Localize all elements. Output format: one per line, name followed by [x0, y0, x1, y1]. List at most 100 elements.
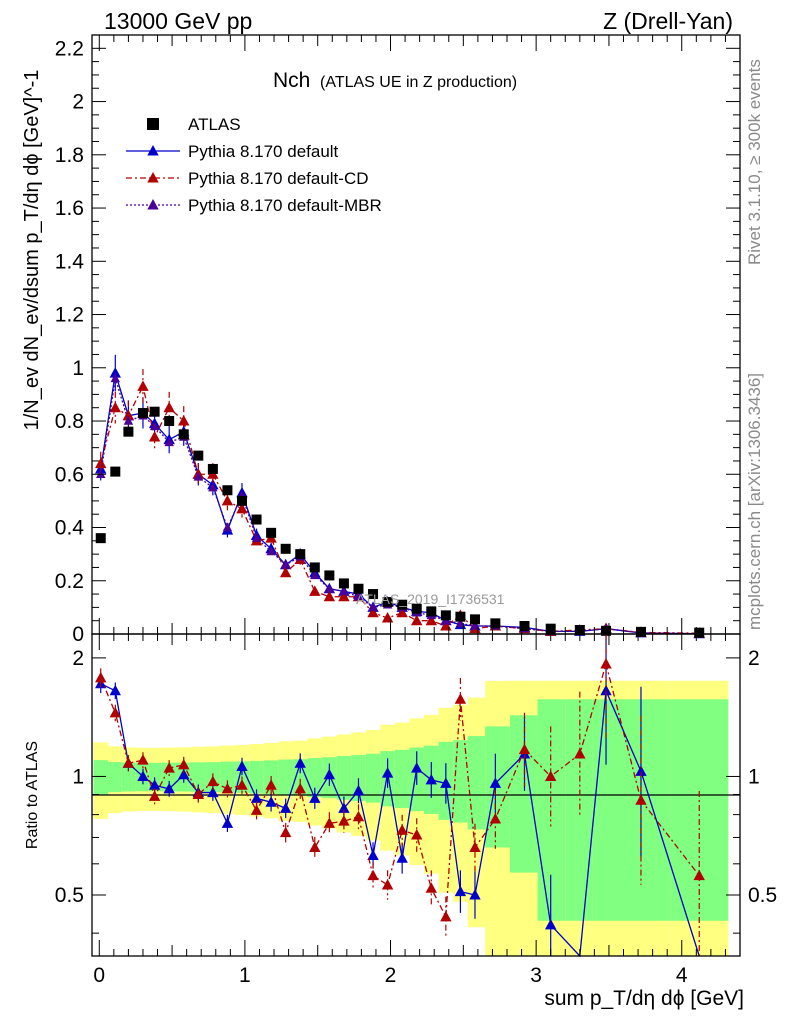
mc-marker — [368, 602, 378, 612]
y-tick-label: 0.8 — [55, 410, 84, 433]
ratio-band-inner — [565, 699, 593, 921]
ratio-marker — [367, 869, 379, 881]
mc-marker — [411, 614, 423, 626]
atlas-data-point — [397, 599, 408, 610]
ratio-marker — [148, 779, 161, 790]
mc-marker — [236, 502, 248, 514]
ratio-marker — [137, 770, 149, 781]
mc-marker — [149, 421, 160, 431]
ratio-curve — [100, 661, 700, 920]
ratio-marker — [163, 762, 175, 773]
ratio-y-tick-label-right: 1 — [748, 765, 760, 788]
ratio-marker — [207, 775, 219, 787]
atlas-data-point — [149, 406, 160, 417]
atlas-data-point — [519, 621, 530, 632]
ratio-marker — [425, 882, 437, 893]
mc-curve — [100, 372, 700, 635]
x-tick-label: 3 — [530, 964, 542, 987]
ratio-marker — [279, 826, 292, 838]
ratio-marker — [236, 779, 248, 790]
ratio-marker — [411, 762, 423, 773]
mc-marker — [122, 409, 135, 421]
plot-title: Nch — [273, 69, 310, 92]
rivet-version-label: Rivet 3.1.10, ≥ 300k events — [745, 59, 764, 265]
y-tick-label: 0.4 — [55, 517, 85, 540]
mc-marker — [123, 416, 134, 425]
ratio-marker — [518, 743, 531, 755]
mc-marker — [338, 590, 350, 602]
ratio-marker — [309, 841, 321, 853]
atlas-data-point — [338, 578, 349, 589]
atlas-data-point — [236, 495, 247, 506]
ratio-marker — [148, 790, 161, 801]
ratio-y-tick-label: 0.5 — [55, 884, 84, 907]
ratio-marker — [396, 824, 408, 835]
atlas-data-point — [694, 627, 705, 638]
y-tick-label: 0.6 — [55, 463, 84, 486]
ratio-marker — [489, 812, 502, 824]
mc-marker — [425, 614, 437, 626]
ratio-marker — [192, 788, 205, 799]
mc-marker — [148, 430, 161, 442]
legend-marker-atlas — [147, 118, 159, 130]
atlas-data-point — [280, 543, 291, 554]
ratio-marker — [635, 765, 647, 776]
mc-marker — [221, 494, 234, 506]
mc-marker — [339, 586, 349, 596]
mc-marker — [266, 546, 276, 556]
mc-curve — [100, 378, 700, 635]
mc-marker — [95, 457, 107, 469]
x-axis-label: sum p_T/dη dϕ [GeV] — [544, 987, 744, 1010]
atlas-data-point — [95, 533, 106, 544]
atlas-data-point — [309, 562, 320, 573]
ratio-marker — [265, 796, 277, 807]
atlas-data-point — [353, 583, 364, 594]
ratio-band-inner — [537, 699, 566, 921]
mc-marker — [310, 570, 320, 580]
mc-marker — [396, 606, 408, 618]
ratio-marker — [109, 684, 121, 696]
ratio-band-inner — [278, 759, 293, 796]
legend-marker — [147, 145, 159, 156]
x-tick-label: 4 — [676, 964, 688, 987]
y-tick-label: 1.8 — [55, 144, 84, 167]
ratio-band-inner — [336, 756, 352, 800]
atlas-data-point — [440, 610, 451, 621]
mc-marker — [110, 373, 121, 383]
ratio-marker — [95, 671, 107, 683]
mc-marker — [455, 618, 466, 628]
legend-marker — [147, 199, 159, 210]
mc-marker — [279, 566, 292, 578]
mc-marker — [109, 401, 121, 413]
atlas-data-point — [207, 463, 218, 474]
ratio-marker — [178, 768, 190, 780]
ratio-marker — [137, 754, 149, 765]
atlas-data-point — [222, 485, 233, 496]
ratio-band-inner — [592, 699, 624, 921]
mc-marker — [280, 559, 291, 569]
ratio-marker — [635, 794, 647, 805]
ratio-marker — [109, 706, 121, 718]
atlas-data-point — [123, 426, 134, 437]
atlas-data-point — [411, 603, 422, 614]
ratio-band-inner — [467, 736, 486, 830]
ratio-y-tick-label: 2 — [72, 647, 84, 670]
atlas-data-point — [193, 450, 204, 461]
atlas-data-point — [266, 527, 277, 538]
atlas-data-point — [251, 514, 262, 525]
ratio-marker — [207, 786, 219, 798]
ratio-band-layer — [93, 680, 729, 956]
ratio-marker — [381, 767, 394, 778]
ratio-marker — [544, 918, 557, 930]
ratio-band-inner — [121, 762, 136, 792]
y-tick-label: 1.2 — [55, 304, 84, 327]
legend: ATLAS Pythia 8.170 default Pythia 8.170 de… — [126, 115, 382, 215]
ratio-band-inner — [191, 762, 206, 792]
mc-marker — [381, 612, 394, 623]
ratio-marker — [381, 879, 394, 890]
y-tick-label: 1.4 — [55, 250, 85, 273]
mc-marker — [137, 380, 149, 391]
ratio-y-tick-label: 1 — [72, 765, 84, 788]
atlas-data-point — [110, 466, 121, 477]
